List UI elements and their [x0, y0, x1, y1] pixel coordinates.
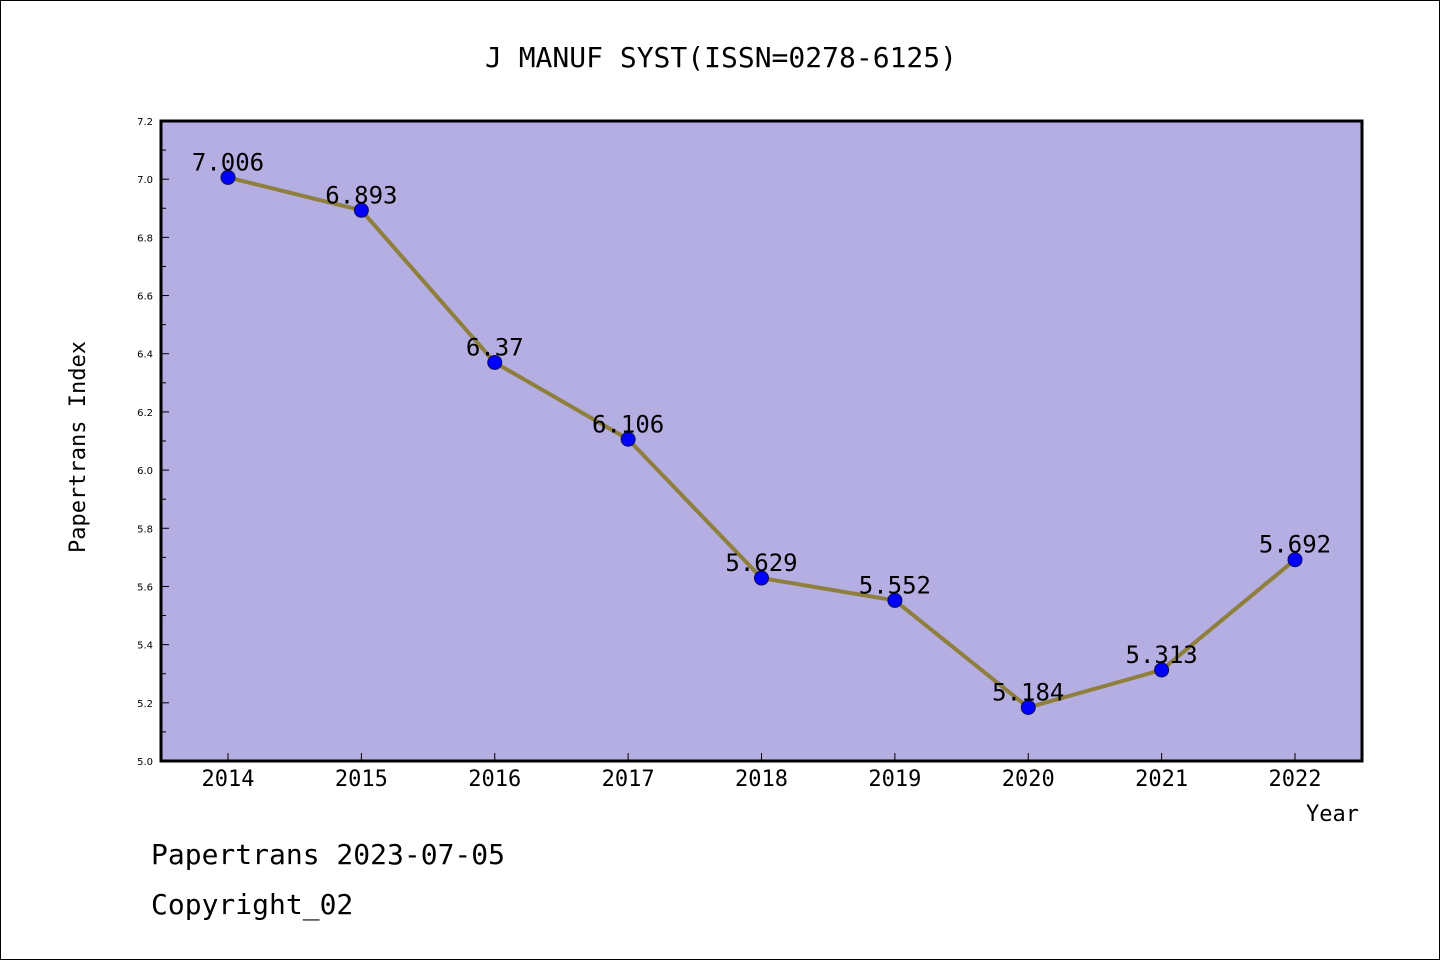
x-tick-label: 2017	[602, 767, 655, 792]
data-label: 6.37	[466, 333, 524, 361]
footer-copyright: Copyright_02	[151, 888, 353, 922]
data-label: 5.692	[1259, 531, 1331, 559]
x-tick-label: 2019	[868, 767, 921, 792]
data-label: 6.893	[325, 181, 397, 209]
data-point	[887, 592, 903, 608]
data-label: 5.629	[725, 549, 797, 577]
data-labels: 7.006 6.893 6.37 6.106 5.629 5.552 5.184 5.313 5…	[192, 148, 1331, 706]
data-label: 5.313	[1126, 641, 1198, 669]
x-tick-label: 2021	[1135, 767, 1188, 792]
y-axis-ticks: 5.0 5.2 5.4 5.6 5.8 6.0 6.2 6.4 6.6 6.8 7.0 7.2	[137, 117, 169, 768]
chart-title: J MANUF SYST(ISSN=0278-6125)	[485, 41, 957, 74]
data-point	[487, 354, 503, 370]
x-axis-title: Year	[1306, 802, 1359, 827]
data-point	[1020, 699, 1036, 715]
y-tick-label: 5.0	[137, 757, 153, 768]
data-label: 7.006	[192, 148, 264, 176]
x-tick-label: 2020	[1002, 767, 1055, 792]
data-point	[353, 202, 369, 218]
x-tick-label: 2016	[468, 767, 521, 792]
data-label: 6.106	[592, 410, 664, 438]
data-point	[754, 570, 769, 586]
y-tick-label: 5.2	[137, 699, 153, 710]
data-points	[220, 169, 1303, 715]
y-tick-label: 6.8	[137, 233, 153, 244]
y-tick-label: 6.0	[137, 466, 153, 477]
y-tick-label: 6.6	[137, 292, 153, 303]
x-axis-ticks: 2014 2015 2016 2017 2018 2019 2020 2021 2022	[202, 753, 1322, 792]
y-tick-label: 7.2	[137, 117, 153, 128]
x-tick-label: 2022	[1269, 767, 1322, 792]
x-tick-label: 2014	[202, 767, 255, 792]
data-point	[1287, 552, 1303, 568]
y-tick-label: 6.4	[137, 350, 153, 361]
data-point	[1154, 662, 1170, 678]
x-tick-label: 2015	[335, 767, 388, 792]
data-point	[220, 169, 236, 185]
plot-area	[159, 119, 1364, 763]
y-tick-label: 7.0	[137, 175, 153, 186]
footer-date: Papertrans 2023-07-05	[151, 838, 505, 871]
data-label: 5.184	[992, 678, 1064, 706]
y-tick-label: 5.8	[137, 524, 153, 535]
x-tick-label: 2018	[735, 767, 788, 792]
y-tick-label: 6.2	[137, 408, 153, 419]
data-point	[620, 431, 636, 447]
data-label: 5.552	[859, 571, 931, 599]
y-tick-label: 5.4	[137, 641, 153, 652]
y-tick-label: 5.6	[137, 582, 153, 593]
y-axis-title: Papertrans Index	[66, 341, 91, 553]
